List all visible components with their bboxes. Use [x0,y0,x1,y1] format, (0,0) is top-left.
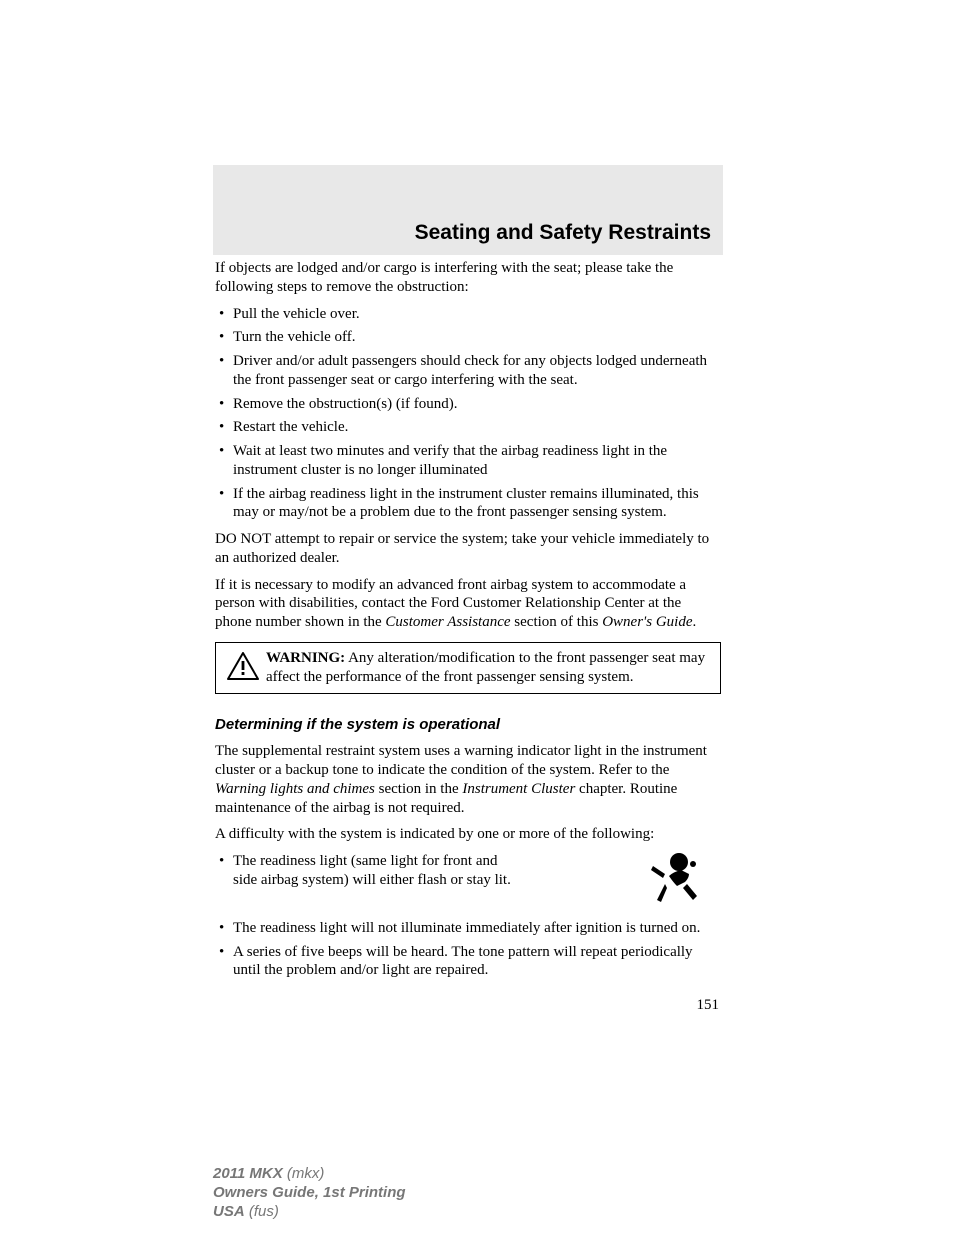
footer-region-rest: (fus) [245,1203,279,1220]
text-italic: Instrument Cluster [462,781,575,797]
footer: 2011 MKX (mkx) Owners Guide, 1st Printin… [213,1165,406,1221]
section-title: Seating and Safety Restraints [213,165,723,245]
footer-model-rest: (mkx) [283,1165,325,1182]
modify-paragraph: If it is necessary to modify an advanced… [215,576,721,632]
footer-region-bold: USA [213,1203,245,1220]
list-item: Wait at least two minutes and verify tha… [215,442,721,480]
list-item: The readiness light (same light for fron… [215,852,525,890]
text-italic: Customer Assistance [385,614,510,630]
subheading: Determining if the system is operational [215,716,721,735]
page-content: Seating and Safety Restraints If objects… [213,165,723,1015]
warning-box: WARNING: Any alteration/modification to … [215,642,721,694]
indicators-list-partial: The readiness light (same light for fron… [215,852,631,895]
footer-line-3: USA (fus) [213,1203,406,1222]
list-item: The readiness light will not illuminate … [215,919,721,938]
list-item: Pull the vehicle over. [215,305,721,324]
text-italic: Warning lights and chimes [215,781,375,797]
steps-list: Pull the vehicle over. Turn the vehicle … [215,305,721,523]
list-item: If the airbag readiness light in the ins… [215,485,721,523]
warning-triangle-icon [226,651,260,687]
footer-line-2: Owners Guide, 1st Printing [213,1184,406,1203]
airbag-person-icon [631,852,721,914]
text-span: . [693,614,697,630]
list-item: Remove the obstruction(s) (if found). [215,395,721,414]
indicators-list-rest: The readiness light will not illuminate … [215,919,721,980]
footer-model-bold: 2011 MKX [213,1165,283,1182]
do-not-paragraph: DO NOT attempt to repair or service the … [215,530,721,568]
text-italic: Owner's Guide [602,614,692,630]
text-span: section of this [511,614,603,630]
supplemental-paragraph: The supplemental restraint system uses a… [215,742,721,817]
body-text: If objects are lodged and/or cargo is in… [213,259,723,1015]
text-span: The supplemental restraint system uses a… [215,743,707,778]
airbag-row: The readiness light (same light for fron… [215,852,721,914]
warning-label: WARNING: [266,650,345,666]
list-item: A series of five beeps will be heard. Th… [215,943,721,981]
list-item: Restart the vehicle. [215,418,721,437]
difficulty-paragraph: A difficulty with the system is indicate… [215,825,721,844]
text-span: section in the [375,781,462,797]
list-item: Driver and/or adult passengers should ch… [215,352,721,390]
intro-paragraph: If objects are lodged and/or cargo is in… [215,259,721,297]
list-item: Turn the vehicle off. [215,328,721,347]
page-number: 151 [215,996,721,1015]
footer-line-1: 2011 MKX (mkx) [213,1165,406,1184]
